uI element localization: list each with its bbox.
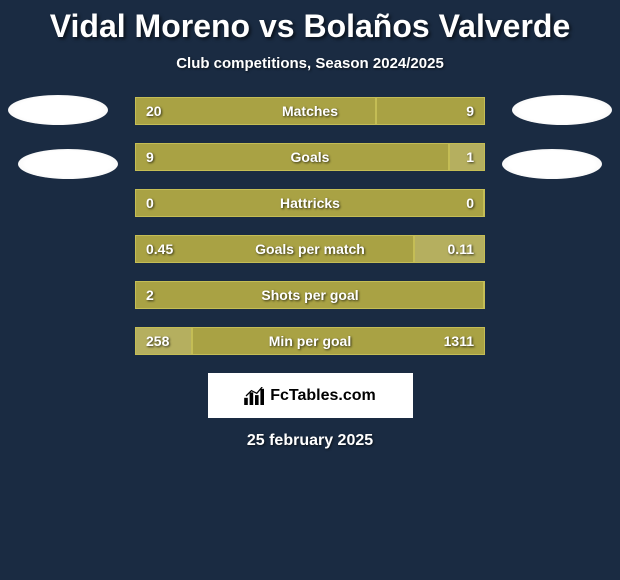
bar-right-value: 9 — [466, 103, 474, 119]
bar-label: Min per goal — [269, 333, 351, 349]
bar-left-value: 20 — [146, 103, 162, 119]
bar-left-value: 0.45 — [146, 241, 173, 257]
bar-left-value: 9 — [146, 149, 154, 165]
bar-right-value: 0.11 — [448, 241, 474, 257]
bars-container: 20 9 Matches 9 1 Goals 0 0 Hattricks 0.45 0.11 Goal… — [135, 97, 485, 355]
bar-left-value: 2 — [146, 287, 154, 303]
stat-bar: 0 0 Hattricks — [135, 189, 485, 217]
subtitle: Club competitions, Season 2024/2025 — [0, 55, 620, 72]
player-right-photo-2 — [502, 149, 602, 179]
player-right-photo-1 — [512, 95, 612, 125]
bar-label: Hattricks — [280, 195, 340, 211]
branding-box: FcTables.com — [208, 373, 413, 418]
stat-bar: 20 9 Matches — [135, 97, 485, 125]
bar-right-value: 0 — [466, 195, 474, 211]
player-left-photo-2 — [18, 149, 118, 179]
bar-right-value: 1 — [466, 149, 474, 165]
page-title: Vidal Moreno vs Bolaños Valverde — [0, 0, 620, 45]
bar-label: Goals per match — [255, 241, 365, 257]
comparison-content: 20 9 Matches 9 1 Goals 0 0 Hattricks 0.45 0.11 Goal… — [0, 97, 620, 450]
stat-bar: 9 1 Goals — [135, 143, 485, 171]
bar-left-value: 258 — [146, 333, 169, 349]
bar-left-segment — [136, 98, 376, 124]
bar-left-value: 0 — [146, 195, 154, 211]
branding-text: FcTables.com — [270, 387, 376, 405]
stat-bar: 2 Shots per goal — [135, 281, 485, 309]
fctables-logo-icon — [244, 387, 266, 405]
stat-bar: 0.45 0.11 Goals per match — [135, 235, 485, 263]
player-left-photo-1 — [8, 95, 108, 125]
bar-label: Matches — [282, 103, 338, 119]
bar-label: Goals — [291, 149, 330, 165]
date-label: 25 february 2025 — [0, 432, 620, 450]
bar-label: Shots per goal — [261, 287, 358, 303]
bar-right-value: 1311 — [444, 333, 474, 349]
stat-bar: 258 1311 Min per goal — [135, 327, 485, 355]
